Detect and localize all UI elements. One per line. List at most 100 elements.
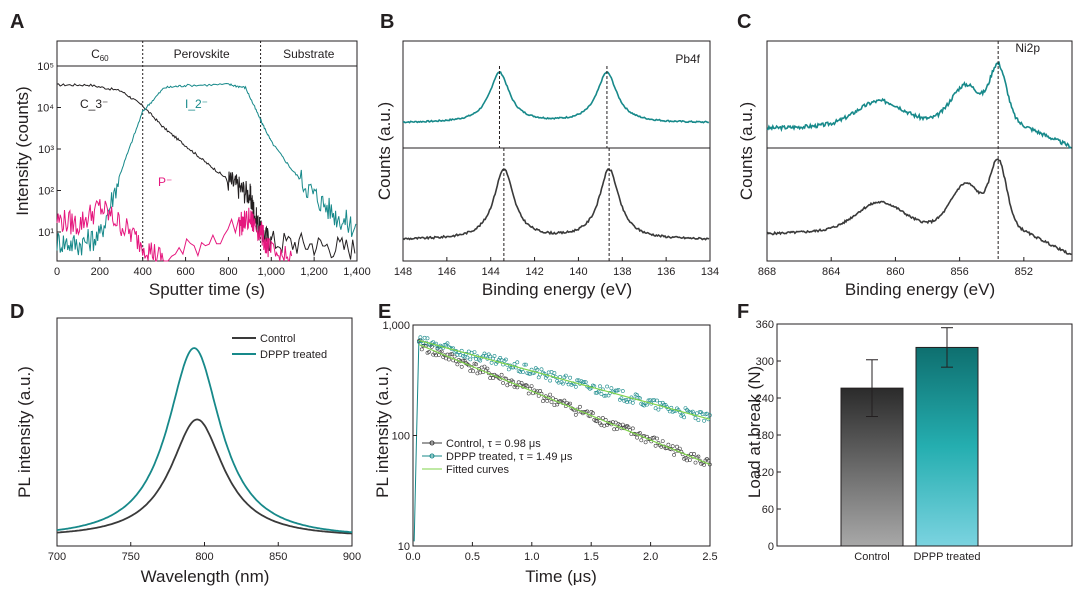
panel-f-ylabel: Load at break (N) — [745, 366, 764, 498]
data-point — [538, 388, 543, 393]
x-tick-label: 200 — [91, 266, 109, 278]
data-point — [605, 384, 610, 389]
x-tick-label: 144 — [482, 266, 500, 278]
data-point — [492, 354, 497, 358]
data-point — [561, 381, 565, 386]
data-point — [660, 439, 665, 444]
data-point — [639, 438, 644, 443]
data-point — [541, 399, 545, 404]
fitted-curve — [418, 344, 711, 466]
panel-b-label: B — [380, 11, 394, 33]
panel-d-label: D — [10, 301, 24, 323]
data-point — [583, 380, 588, 385]
y-tick-label: 120 — [756, 467, 774, 479]
data-point — [702, 462, 707, 467]
panel-b: B Pb4f 148 146 144 142 140 138 136 134 Binding … — [375, 11, 719, 299]
y-tick-label: 180 — [756, 430, 774, 442]
x-tick-label: 900 — [343, 551, 361, 563]
series-label: P⁻ — [158, 175, 172, 189]
data-point — [552, 403, 557, 408]
y-tick-label: 300 — [756, 356, 774, 368]
data-point — [472, 350, 477, 355]
data-point — [702, 418, 707, 423]
data-point — [549, 400, 554, 404]
data-point — [687, 458, 692, 463]
data-point — [696, 454, 701, 459]
panel-b-ylabel: Counts (a.u.) — [375, 102, 394, 200]
data-point — [573, 384, 578, 389]
panel-a-ylabel: Intensity (counts) — [13, 86, 32, 215]
data-point — [539, 367, 544, 372]
y-tick-label: 1,000 — [382, 320, 410, 332]
series-line-0 — [56, 83, 356, 260]
data-point — [655, 436, 659, 441]
data-point — [491, 376, 496, 381]
data-point — [599, 392, 604, 396]
data-point — [630, 400, 635, 405]
data-point — [522, 362, 527, 367]
panel-c-frame — [766, 40, 1073, 262]
data-point — [465, 355, 470, 360]
rise-line — [413, 338, 420, 542]
region-label: Substrate — [283, 47, 335, 61]
series-line-2 — [56, 199, 293, 262]
x-tick-label: 1,000 — [258, 266, 286, 278]
data-point — [419, 347, 424, 352]
x-tick-label: 2.0 — [643, 551, 658, 563]
panel-e: E 0.0 0.5 1.0 1.5 2.0 2.5 10 100 1,000 Control, … — [373, 301, 718, 586]
data-point — [593, 390, 598, 395]
panel-d-ylabel: PL intensity (a.u.) — [15, 366, 34, 498]
y-tick-label: 10⁴ — [37, 102, 54, 114]
data-point — [459, 364, 464, 369]
data-point — [595, 419, 600, 424]
x-tick-label: 134 — [701, 266, 719, 278]
x-tick-label: 0.0 — [405, 551, 420, 563]
data-point — [638, 431, 642, 435]
x-tick-label: 140 — [569, 266, 587, 278]
data-point — [591, 411, 595, 416]
data-point — [646, 398, 651, 403]
data-point — [645, 402, 649, 407]
x-tick-label: 142 — [525, 266, 543, 278]
x-tick-label: 2.5 — [702, 551, 717, 563]
data-point — [452, 354, 457, 359]
data-point — [519, 381, 524, 385]
data-point — [615, 427, 620, 431]
panel-d: D 700 750 800 850 900 Control DPPP treated Wa… — [10, 301, 361, 586]
data-point — [585, 409, 590, 414]
data-point — [471, 369, 476, 374]
panel-e-ylabel: PL intensity (a.u.) — [373, 366, 392, 498]
data-point — [426, 350, 431, 354]
panel-e-frame — [412, 324, 711, 547]
panel-f: F Control DPPP treated 0 60 120 180 240 300 360… — [737, 301, 1073, 563]
panel-d-xlabel: Wavelength (nm) — [141, 567, 270, 586]
data-point — [596, 389, 601, 394]
data-point — [675, 444, 679, 449]
data-point — [468, 368, 473, 373]
x-tick-label: 1.0 — [524, 551, 539, 563]
data-point — [485, 366, 490, 371]
x-tick-label: 860 — [886, 266, 904, 278]
series-line-1 — [56, 347, 353, 534]
data-point — [512, 361, 517, 366]
data-point — [503, 357, 508, 362]
data-point — [613, 420, 618, 425]
data-point — [506, 367, 511, 372]
x-tick-label: 864 — [822, 266, 840, 278]
data-point — [677, 446, 682, 451]
data-point — [418, 335, 423, 340]
data-point — [658, 400, 662, 405]
data-point — [619, 396, 624, 401]
data-point — [603, 393, 608, 398]
x-tick-label: 800 — [195, 551, 213, 563]
data-point — [545, 398, 550, 403]
series-line-1 — [56, 82, 357, 256]
data-point — [650, 435, 655, 440]
series-line-control — [402, 168, 710, 241]
x-tick-label: 1,200 — [300, 266, 328, 278]
data-point — [697, 410, 702, 414]
x-tick-label: 1,400 — [343, 266, 371, 278]
data-point — [616, 387, 621, 392]
y-tick-label: 10² — [38, 185, 54, 197]
data-point — [666, 442, 671, 447]
